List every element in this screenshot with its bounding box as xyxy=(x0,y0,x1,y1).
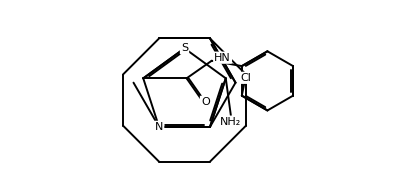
Text: O: O xyxy=(201,97,210,107)
Text: N: N xyxy=(155,122,163,132)
Text: HN: HN xyxy=(214,53,231,63)
Text: Cl: Cl xyxy=(240,73,251,83)
Text: S: S xyxy=(181,43,188,53)
Text: NH₂: NH₂ xyxy=(220,117,242,127)
